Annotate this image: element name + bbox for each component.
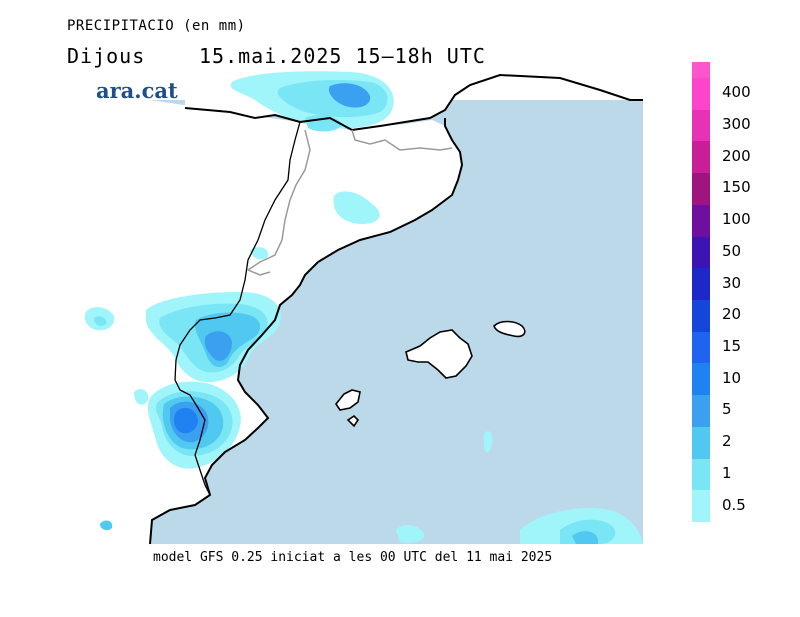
legend-swatch (692, 395, 710, 428)
forecast-day: Dijous (67, 44, 146, 68)
mainland (150, 75, 643, 130)
precipitation-patches (84, 71, 643, 544)
legend-label: 100 (722, 210, 751, 229)
legend-label: 20 (722, 305, 742, 324)
legend-label: 300 (722, 114, 751, 133)
legend-swatch (692, 236, 710, 269)
legend-swatch (692, 490, 710, 523)
legend-swatch (692, 204, 710, 238)
menorca (493, 320, 526, 338)
legend-swatch (692, 173, 710, 206)
forecast-period: Dijous 15.mai.2025 15–18h UTC (67, 44, 485, 68)
legend-swatch (692, 363, 710, 396)
legend-label: 150 (722, 178, 751, 197)
formentera (346, 414, 360, 428)
legend-swatch (692, 300, 710, 333)
legend-swatch (692, 268, 710, 301)
legend-label: 0.5 (722, 495, 746, 514)
chart-title: PRECIPITACIO (en mm) (67, 18, 246, 34)
legend-swatch (692, 426, 710, 460)
ibiza (335, 389, 361, 411)
color-legend: 400 300 200 150 100 50 30 20 15 10 5 2 1 0.5 (692, 62, 751, 523)
legend-swatch (692, 109, 710, 142)
forecast-datetime: 15.mai.2025 15–18h UTC (199, 44, 486, 68)
country-borders (174, 121, 301, 496)
balearic-islands (335, 320, 526, 428)
coastlines (149, 73, 643, 545)
legend-swatch (692, 331, 710, 364)
legend-swatch (692, 141, 710, 174)
ara-cat-logo[interactable]: ara.cat (96, 78, 178, 103)
model-run-caption: model GFS 0.25 iniciat a les 00 UTC del … (153, 550, 553, 565)
legend-label: 50 (722, 241, 742, 260)
legend-label: 1 (722, 463, 732, 482)
legend-label: 15 (722, 336, 742, 355)
legend-swatch (692, 78, 710, 111)
region-borders (246, 129, 453, 276)
legend-label: 400 (722, 83, 751, 102)
legend-label: 30 (722, 273, 742, 292)
legend-label: 2 (722, 432, 732, 451)
legend-label: 5 (722, 400, 732, 419)
legend-label: 10 (722, 368, 742, 387)
mallorca (405, 329, 473, 379)
legend-swatch-top (692, 62, 710, 78)
legend-label: 200 (722, 146, 751, 165)
legend-swatch (692, 458, 710, 491)
